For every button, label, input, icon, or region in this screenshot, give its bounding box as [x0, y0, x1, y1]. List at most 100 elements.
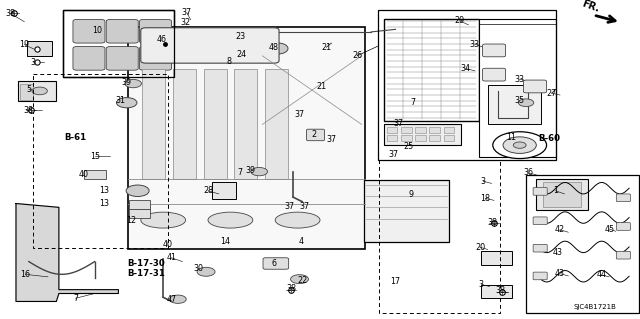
Circle shape: [116, 98, 137, 108]
Text: 21: 21: [321, 43, 332, 52]
Circle shape: [125, 79, 141, 88]
Bar: [481, 285, 512, 298]
FancyBboxPatch shape: [616, 223, 630, 230]
Bar: [401, 127, 412, 133]
Bar: [429, 135, 440, 141]
Bar: [379, 160, 500, 313]
Text: 3: 3: [481, 177, 486, 186]
FancyBboxPatch shape: [616, 251, 630, 259]
Text: 13: 13: [99, 199, 109, 208]
Text: B-61: B-61: [65, 133, 86, 142]
Bar: [479, 19, 556, 157]
Bar: [20, 84, 33, 100]
Text: 23: 23: [235, 32, 245, 41]
Bar: [212, 182, 236, 199]
Bar: [444, 127, 454, 133]
FancyBboxPatch shape: [140, 47, 172, 70]
FancyBboxPatch shape: [533, 272, 547, 280]
Text: 47: 47: [166, 295, 177, 304]
Bar: [444, 135, 454, 141]
Text: 25: 25: [403, 142, 413, 151]
Circle shape: [32, 87, 47, 95]
FancyBboxPatch shape: [106, 19, 138, 43]
Ellipse shape: [275, 212, 320, 228]
Text: 37: 37: [294, 110, 305, 119]
Circle shape: [251, 167, 268, 176]
Text: 34: 34: [461, 64, 471, 73]
Text: 32: 32: [180, 19, 191, 27]
Bar: [234, 69, 257, 179]
Bar: [481, 251, 512, 265]
FancyBboxPatch shape: [533, 188, 547, 195]
FancyBboxPatch shape: [140, 19, 172, 43]
Text: 38: 38: [488, 218, 498, 227]
Text: 12: 12: [126, 216, 136, 225]
Text: 37: 37: [326, 135, 337, 144]
Ellipse shape: [208, 212, 253, 228]
Text: 22: 22: [297, 276, 307, 285]
Bar: [142, 69, 165, 179]
FancyBboxPatch shape: [483, 44, 506, 57]
Text: 40: 40: [163, 241, 173, 249]
FancyBboxPatch shape: [533, 244, 547, 252]
FancyBboxPatch shape: [616, 194, 630, 202]
Polygon shape: [16, 204, 118, 301]
Text: 38: 38: [495, 286, 506, 295]
Text: 39: 39: [122, 78, 132, 87]
Text: 21: 21: [316, 82, 326, 91]
Text: 19: 19: [19, 40, 29, 49]
Text: 46: 46: [156, 35, 166, 44]
Bar: [378, 10, 556, 160]
Text: 40: 40: [78, 170, 88, 179]
Text: 37: 37: [182, 8, 192, 17]
FancyBboxPatch shape: [73, 19, 105, 43]
Circle shape: [126, 185, 149, 197]
Text: 43: 43: [555, 269, 565, 278]
Text: 24: 24: [237, 50, 247, 59]
Text: 28: 28: [203, 186, 213, 195]
Text: 39: 39: [246, 166, 256, 175]
Bar: [63, 10, 174, 77]
Text: FR.: FR.: [580, 0, 601, 14]
Text: 45: 45: [604, 225, 614, 234]
Bar: [204, 69, 227, 179]
Text: B-17-30: B-17-30: [127, 259, 164, 268]
FancyBboxPatch shape: [84, 170, 106, 179]
Bar: [128, 27, 365, 249]
Bar: [384, 124, 461, 145]
Bar: [415, 135, 426, 141]
FancyBboxPatch shape: [106, 47, 138, 70]
FancyBboxPatch shape: [129, 209, 150, 218]
Text: 38: 38: [6, 9, 16, 18]
Circle shape: [493, 132, 547, 159]
FancyBboxPatch shape: [129, 200, 150, 209]
Text: 11: 11: [506, 133, 516, 142]
Text: 35: 35: [515, 96, 525, 105]
Text: SJC4B1721B: SJC4B1721B: [574, 304, 616, 310]
Text: 7: 7: [410, 98, 415, 107]
Text: 43: 43: [553, 248, 563, 257]
Text: 37: 37: [388, 150, 399, 159]
Text: 20: 20: [475, 243, 485, 252]
Text: 8: 8: [227, 57, 232, 66]
Text: 38: 38: [286, 284, 296, 293]
Text: 27: 27: [547, 89, 557, 98]
Bar: [33, 74, 168, 248]
Text: 6: 6: [271, 259, 276, 268]
Bar: [415, 127, 426, 133]
Circle shape: [518, 99, 534, 107]
Text: B-17-31: B-17-31: [127, 269, 165, 278]
Bar: [526, 175, 639, 313]
FancyBboxPatch shape: [483, 68, 506, 81]
Text: 42: 42: [555, 225, 565, 234]
Text: 3: 3: [31, 58, 36, 67]
Bar: [536, 179, 588, 210]
Text: 4: 4: [298, 237, 303, 246]
Circle shape: [291, 275, 308, 284]
Circle shape: [265, 43, 288, 54]
Text: 7: 7: [237, 168, 243, 177]
Circle shape: [170, 295, 186, 303]
Bar: [401, 135, 412, 141]
Ellipse shape: [141, 212, 186, 228]
FancyBboxPatch shape: [307, 129, 324, 141]
